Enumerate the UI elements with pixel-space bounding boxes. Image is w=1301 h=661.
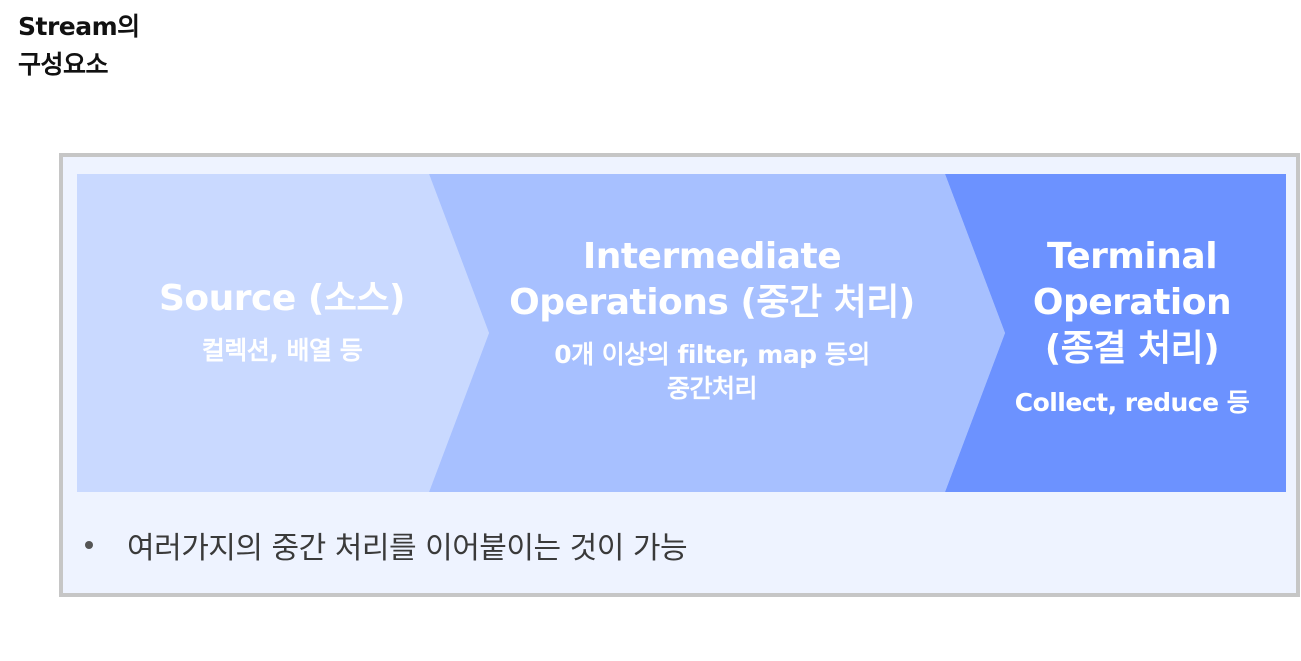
bullet-point: 여러가지의 중간 처리를 이어붙이는 것이 가능 (81, 523, 1261, 567)
intermediate-stage-title-line-2: Operations (중간 처리) (509, 282, 915, 323)
bullet-text: 여러가지의 중간 처리를 이어붙이는 것이 가능 (127, 531, 688, 566)
page-title-line-1: Stream의 (18, 12, 140, 41)
terminal-stage-subtitle: Collect, reduce 등 (1014, 388, 1250, 417)
intermediate-stage-shape (429, 174, 1005, 492)
terminal-stage-title-line-2: Operation (1032, 282, 1232, 323)
flow-arrows (77, 174, 1286, 492)
diagram-frame: Source (소스) 컬렉션, 배열 등 Intermediate Opera… (59, 153, 1300, 597)
intermediate-stage-title-line-1: Intermediate (582, 236, 842, 277)
intermediate-stage-subtitle-line-2: 중간처리 (666, 374, 758, 403)
page-title: Stream의 구성요소 (18, 8, 238, 84)
bullet-dot-icon (85, 541, 93, 549)
intermediate-stage-subtitle-line-1: 0개 이상의 filter, map 등의 (554, 340, 870, 369)
source-stage-shape (77, 174, 489, 492)
intermediate-stage: Intermediate Operations (중간 처리) 0개 이상의 f… (497, 234, 927, 406)
page-title-line-2: 구성요소 (18, 50, 109, 79)
terminal-stage-title-line-3: (종결 처리) (1044, 328, 1220, 369)
terminal-stage-shape (945, 174, 1286, 492)
source-stage-subtitle: 컬렉션, 배열 등 (201, 336, 363, 365)
source-stage-title: Source (소스) (159, 278, 405, 319)
source-stage: Source (소스) 컬렉션, 배열 등 (97, 276, 467, 368)
terminal-stage-title-line-1: Terminal (1046, 236, 1218, 277)
stream-flow-diagram: Source (소스) 컬렉션, 배열 등 Intermediate Opera… (77, 174, 1286, 492)
terminal-stage: Terminal Operation (종결 처리) Collect, redu… (977, 234, 1287, 420)
